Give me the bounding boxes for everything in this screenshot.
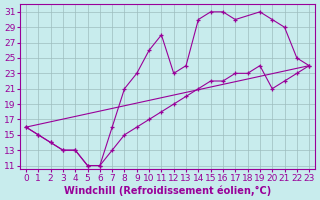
X-axis label: Windchill (Refroidissement éolien,°C): Windchill (Refroidissement éolien,°C) <box>64 185 271 196</box>
